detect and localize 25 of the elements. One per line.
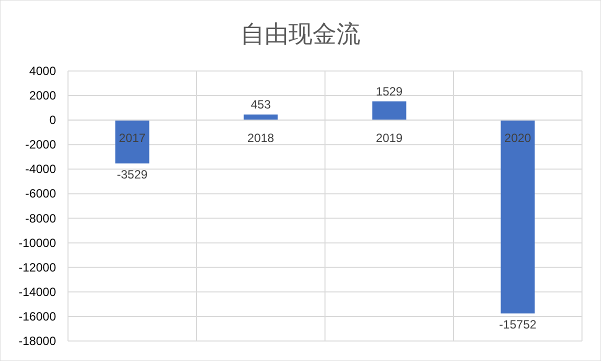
- x-tick-label: 2019: [376, 131, 403, 146]
- x-tick-label: 2020: [504, 131, 532, 146]
- y-tick-label: -16000: [18, 309, 56, 324]
- x-tick-label: 2017: [118, 131, 146, 146]
- x-tick-label: 2018: [247, 131, 274, 146]
- bar: [244, 114, 278, 120]
- chart-title: 自由现金流: [240, 21, 360, 48]
- bar: [372, 101, 406, 120]
- y-tick-label: -8000: [25, 211, 56, 226]
- data-label: 1529: [376, 84, 403, 98]
- data-label: -3529: [116, 167, 148, 182]
- y-tick-label: -18000: [18, 334, 56, 348]
- bar: [115, 120, 150, 164]
- y-tick-label: 4000: [29, 64, 56, 78]
- y-tick-label: -14000: [18, 284, 56, 299]
- y-tick-label: 0: [49, 113, 56, 128]
- y-tick-label: 2000: [29, 88, 56, 103]
- y-tick-label: -2000: [25, 138, 56, 152]
- y-tick-label: -4000: [25, 162, 56, 176]
- data-label: 453: [250, 98, 272, 112]
- bar: [500, 120, 535, 314]
- y-tick-label: -6000: [25, 186, 56, 201]
- y-tick-label: -10000: [18, 236, 56, 250]
- y-tick-label: -12000: [18, 260, 56, 274]
- data-label: -15752: [499, 317, 537, 332]
